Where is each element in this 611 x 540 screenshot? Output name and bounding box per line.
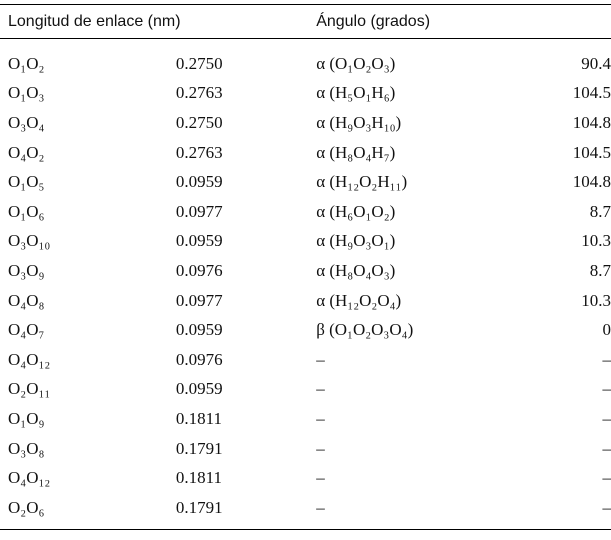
table-cell: O₃O₈ — [8, 438, 45, 458]
table-cell: O₃O₄ — [8, 112, 45, 132]
table-cell: 0.0977 — [175, 290, 223, 310]
table-cell: – — [602, 408, 611, 428]
table-cell: 0.1811 — [175, 408, 223, 428]
table-row: O₃O₁₀ 0.0959 α (H₉O₃O₁) 10.3 — [0, 227, 611, 257]
table-cell: 8.7 — [589, 260, 611, 280]
table-cell: 0.2750 — [175, 53, 223, 73]
table-cell: O₄O₂ — [8, 142, 45, 162]
header-row: Longitud de enlace (nm) Ángulo (grados) — [0, 4, 611, 39]
table-cell: O₁O₉ — [8, 408, 45, 428]
table-cell: 104.5 — [572, 83, 611, 103]
table-cell: O₁O₃ — [8, 83, 45, 103]
table-cell: α (H₉O₃H₁₀) — [316, 112, 402, 132]
table-row: O₄O₁₂ 0.0976 – – — [0, 345, 611, 375]
table-cell: 0.1791 — [175, 497, 223, 517]
table-row: O₁O₆ 0.0977 α (H₆O₁O₂) 8.7 — [0, 197, 611, 227]
table-cell: 8.7 — [589, 201, 611, 221]
data-table: Longitud de enlace (nm) Ángulo (grados) … — [0, 4, 611, 530]
table-cell: 0.0959 — [175, 231, 223, 251]
table-cell: 0.2750 — [175, 112, 223, 132]
table-row: O₂O₆ 0.1791 – – — [0, 493, 611, 529]
table-cell: O₂O₆ — [8, 497, 45, 517]
table-cell: 0.0959 — [175, 172, 223, 192]
table-row: O₁O₃ 0.2763 α (H₅O₁H₆) 104.5 — [0, 79, 611, 109]
table-cell: β (O₁O₂O₃O₄) — [316, 320, 414, 340]
header-cell: Longitud de enlace (nm) — [8, 12, 181, 30]
table-cell: O₄O₁₂ — [8, 468, 51, 488]
table-body: O₁O₂ 0.2750 α (O₁O₂O₃) 90.4 O₁O₃ 0.2763 α (H₅O… — [0, 39, 611, 529]
table-cell: 0.0959 — [175, 379, 223, 399]
table-cell: 0.0976 — [175, 260, 223, 280]
table-cell: 104.5 — [572, 142, 611, 162]
table-cell: 0.1811 — [175, 468, 223, 488]
table-row: O₃O₈ 0.1791 – – — [0, 434, 611, 464]
table-cell: – — [602, 379, 611, 399]
table-row: O₁O₅ 0.0959 α (H₁₂O₂H₁₁) 104.8 — [0, 167, 611, 197]
table-cell: 90.4 — [581, 53, 611, 73]
table-cell: 104.8 — [572, 172, 611, 192]
table-cell: – — [316, 408, 325, 428]
table-row: O₄O₂ 0.2763 α (H₈O₄H₇) 104.5 — [0, 138, 611, 168]
table-cell: 0.0976 — [175, 349, 223, 369]
table-cell: O₃O₉ — [8, 260, 45, 280]
table-cell: O₁O₆ — [8, 201, 45, 221]
table-cell: 0.2763 — [175, 83, 223, 103]
table-cell: 0.0977 — [175, 201, 223, 221]
table-cell: – — [602, 468, 611, 488]
table-cell: α (H₁₂O₂H₁₁) — [316, 172, 408, 192]
table-cell: α (H₈O₄O₃) — [316, 260, 396, 280]
table-cell: O₄O₇ — [8, 320, 45, 340]
table-cell: α (H₅O₁H₆) — [316, 83, 396, 103]
table-cell: O₁O₂ — [8, 53, 45, 73]
table-row: O₁O₉ 0.1811 – – — [0, 404, 611, 434]
table-row: O₃O₉ 0.0976 α (H₈O₄O₃) 8.7 — [0, 256, 611, 286]
table-cell: – — [602, 349, 611, 369]
table-cell: O₁O₅ — [8, 172, 45, 192]
table-row: O₄O₇ 0.0959 β (O₁O₂O₃O₄) 0 — [0, 315, 611, 345]
table-cell: O₂O₁₁ — [8, 379, 51, 399]
table-cell: 10.3 — [581, 290, 611, 310]
table-cell: 0.2763 — [175, 142, 223, 162]
table-cell: – — [316, 379, 325, 399]
table-cell: α (H₁₂O₂O₄) — [316, 290, 402, 310]
table-cell: 10.3 — [581, 231, 611, 251]
table-row: O₄O₁₂ 0.1811 – – — [0, 463, 611, 493]
table-cell: 0.1791 — [175, 438, 223, 458]
table-cell: α (H₆O₁O₂) — [316, 201, 396, 221]
table-row: O₄O₈ 0.0977 α (H₁₂O₂O₄) 10.3 — [0, 286, 611, 316]
table-cell: O₄O₁₂ — [8, 349, 51, 369]
table-cell: – — [602, 438, 611, 458]
table-cell: – — [316, 349, 325, 369]
table-cell: – — [316, 438, 325, 458]
table-row: O₃O₄ 0.2750 α (H₉O₃H₁₀) 104.8 — [0, 108, 611, 138]
table-row: O₂O₁₁ 0.0959 – – — [0, 375, 611, 405]
table-cell: – — [316, 468, 325, 488]
table-row: O₁O₂ 0.2750 α (O₁O₂O₃) 90.4 — [0, 39, 611, 79]
table-cell: α (O₁O₂O₃) — [316, 53, 396, 73]
table-cell: O₄O₈ — [8, 290, 45, 310]
table-cell: O₃O₁₀ — [8, 231, 51, 251]
table-cell: α (H₉O₃O₁) — [316, 231, 396, 251]
table-cell: – — [316, 497, 325, 517]
header-cell: Ángulo (grados) — [316, 12, 431, 30]
table-cell: 0.0959 — [175, 320, 223, 340]
table-cell: 0 — [602, 320, 611, 340]
table-cell: 104.8 — [572, 112, 611, 132]
table-cell: – — [602, 497, 611, 517]
table-cell: α (H₈O₄H₇) — [316, 142, 396, 162]
